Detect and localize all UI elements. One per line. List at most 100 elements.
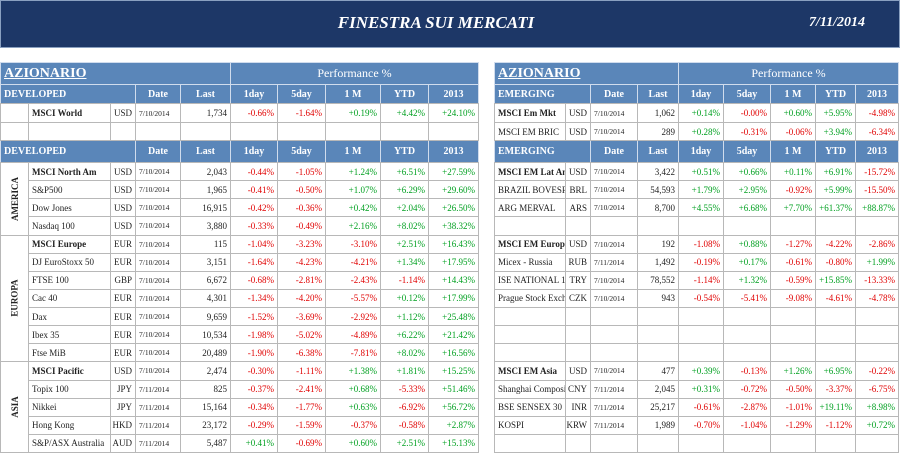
date: 7/10/2014 [135, 270, 181, 290]
currency: EUR [110, 288, 136, 308]
perf-1day: -0.29% [230, 415, 278, 435]
last: 25,217 [637, 397, 679, 417]
index-name: Shanghai Composite [494, 379, 566, 399]
perf-1m: -0.50% [770, 379, 816, 399]
perf-1day: -0.42% [230, 198, 278, 218]
perf-1m: +0.63% [325, 397, 381, 417]
index-name: Prague Stock Exch. [494, 288, 566, 308]
perf-1day: +0.31% [678, 379, 724, 399]
perf-2013: -2.86% [855, 234, 899, 254]
perf-5day: -1.59% [277, 415, 326, 435]
perf-1day: -0.19% [678, 252, 724, 272]
perf-ytd: +3.94% [815, 122, 856, 141]
perf-ytd: +8.02% [380, 343, 429, 363]
header-bar: FINESTRA SUI MERCATI 7/11/2014 [0, 0, 900, 48]
date: 7/10/2014 [135, 234, 181, 254]
perf-1day: -1.90% [230, 343, 278, 363]
perf-2013: +2.87% [428, 415, 479, 435]
perf-5day: -1.11% [277, 361, 326, 381]
performance-title: Performance % [230, 62, 479, 85]
perf-1day: -1.34% [230, 288, 278, 308]
empty-cell [723, 433, 771, 453]
empty-cell [678, 433, 724, 453]
perf-2013: +38.32% [428, 216, 479, 236]
perf-ytd: +19.11% [815, 397, 856, 417]
perf-1day: +1.79% [678, 180, 724, 200]
date: 7/11/2014 [590, 397, 638, 417]
empty-cell [590, 433, 638, 453]
empty-cell [770, 343, 816, 363]
column-header: 1 M [770, 84, 816, 104]
perf-5day: -1.05% [277, 162, 326, 182]
perf-2013: +25.48% [428, 307, 479, 327]
empty-cell [855, 343, 899, 363]
date: 7/11/2014 [135, 415, 181, 435]
perf-5day: +0.88% [723, 234, 771, 254]
perf-2013: -6.34% [855, 122, 899, 141]
date: 7/10/2014 [135, 307, 181, 327]
perf-1m: -4.21% [325, 252, 381, 272]
empty-cell [0, 103, 29, 123]
perf-2013: +1.99% [855, 252, 899, 272]
perf-5day: -0.36% [277, 198, 326, 218]
perf-2013: +15.13% [428, 433, 479, 453]
date: 7/10/2014 [135, 103, 181, 123]
perf-1day: -1.64% [230, 252, 278, 272]
date: 7/10/2014 [590, 270, 638, 290]
region-label: EUROPA [9, 279, 20, 318]
perf-ytd: +1.34% [380, 252, 429, 272]
currency: BRL [565, 180, 591, 200]
last: 16,915 [180, 198, 231, 218]
index-name: S&P500 [28, 180, 111, 200]
perf-2013: -15.50% [855, 180, 899, 200]
column-header: 5day [277, 84, 326, 104]
region: AMERICA [0, 162, 29, 236]
last: 3,422 [637, 162, 679, 182]
column-header: YTD [380, 140, 429, 163]
index-name: MSCI EM Asia [494, 361, 566, 381]
last: 2,474 [180, 361, 231, 381]
currency: EUR [110, 234, 136, 254]
column-header: YTD [815, 140, 856, 163]
perf-1m: +0.19% [325, 103, 381, 123]
perf-1m: -3.10% [325, 234, 381, 254]
currency: USD [110, 198, 136, 218]
last: 1,492 [637, 252, 679, 272]
perf-1day: +0.51% [678, 162, 724, 182]
date: 7/10/2014 [135, 361, 181, 381]
last: 54,593 [637, 180, 679, 200]
column-header: YTD [815, 84, 856, 104]
perf-5day: -0.00% [723, 103, 771, 123]
perf-1m: -1.01% [770, 397, 816, 417]
perf-1day: -1.14% [678, 270, 724, 290]
column-header: Date [135, 84, 181, 104]
perf-2013: +16.43% [428, 234, 479, 254]
currency: KRW [565, 415, 591, 435]
currency: CZK [565, 288, 591, 308]
currency: AUD [110, 433, 136, 453]
perf-5day: -5.02% [277, 325, 326, 345]
index-name: Topix 100 [28, 379, 111, 399]
currency: USD [110, 162, 136, 182]
perf-1day: -1.08% [678, 234, 724, 254]
perf-5day: -0.72% [723, 379, 771, 399]
perf-2013: +8.98% [855, 397, 899, 417]
column-header: 2013 [855, 84, 899, 104]
column-header: Date [590, 84, 638, 104]
column-header: 5day [277, 140, 326, 163]
perf-2013: +17.99% [428, 288, 479, 308]
perf-1day: -1.52% [230, 307, 278, 327]
perf-ytd: +1.81% [380, 361, 429, 381]
perf-ytd: +5.95% [815, 103, 856, 123]
perf-5day: -3.69% [277, 307, 326, 327]
date: 7/10/2014 [590, 234, 638, 254]
empty-cell [678, 325, 724, 345]
index-name: MSCI Pacific [28, 361, 111, 381]
index-name: ISE NATIONAL 1 [494, 270, 566, 290]
last: 2,043 [180, 162, 231, 182]
perf-2013: -15.72% [855, 162, 899, 182]
perf-1m: +0.60% [325, 433, 381, 453]
empty-cell [855, 216, 899, 236]
index-name: Micex - Russia [494, 252, 566, 272]
currency: HKD [110, 415, 136, 435]
